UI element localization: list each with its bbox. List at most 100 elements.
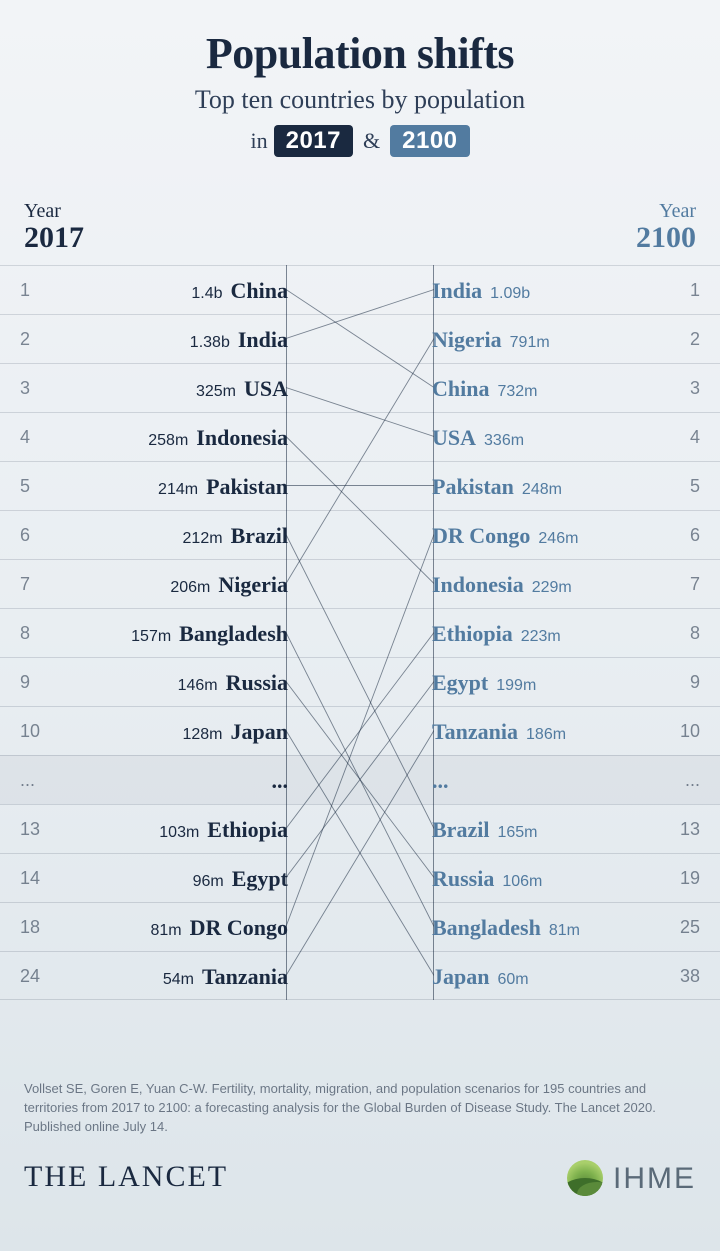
pop-2100: 60m	[497, 971, 528, 988]
rank-2017: 4	[20, 413, 30, 462]
pop-2100: 1.09b	[490, 285, 530, 302]
country-2017: Japan	[231, 719, 288, 744]
pop-2017: 325m	[196, 383, 236, 400]
table-row: 1881m DR CongoBangladesh 81m25	[0, 902, 720, 951]
pop-2100: 791m	[510, 334, 550, 351]
pop-2017: 81m	[150, 922, 181, 939]
pop-2100: 199m	[496, 677, 536, 694]
pop-2100: 248m	[522, 481, 562, 498]
table-row: 5214m PakistanPakistan 248m5	[0, 461, 720, 510]
cell-2100: DR Congo 246m	[432, 511, 578, 560]
cell-2100: Tanzania 186m	[432, 707, 566, 756]
country-2017: USA	[244, 376, 288, 401]
country-2100: Japan	[432, 964, 489, 989]
table-row: 10 128m Japan Tanzania 186m 10	[0, 706, 720, 755]
table-row: 13103m EthiopiaBrazil 165m13	[0, 804, 720, 853]
country-2100: Pakistan	[432, 474, 514, 499]
rank-2017: 18	[20, 903, 40, 952]
country-2017: Ethiopia	[207, 817, 288, 842]
gap-ellipsis: ...	[20, 756, 35, 805]
right-year-header: Year 2100	[636, 200, 696, 255]
rank-2017: 5	[20, 462, 30, 511]
pop-2100: 732m	[497, 383, 537, 400]
pop-2100: 186m	[526, 726, 566, 743]
country-2100: Russia	[432, 866, 494, 891]
country-2100: Tanzania	[432, 719, 518, 744]
cell-2100: Russia 106m	[432, 854, 542, 903]
header: Population shifts Top ten countries by p…	[0, 0, 720, 157]
slope-chart: 11.4b ChinaIndia 1.09b121.38b IndiaNiger…	[0, 265, 720, 1000]
country-2017: Indonesia	[196, 425, 288, 450]
rank-2017: 7	[20, 560, 30, 609]
cell-2017: 212m Brazil	[183, 511, 288, 560]
pop-2100: 81m	[549, 922, 580, 939]
page-title: Population shifts	[0, 28, 720, 79]
cell-2100: Pakistan 248m	[432, 462, 562, 511]
cell-2017: 206m Nigeria	[170, 560, 288, 609]
pop-2017: 214m	[158, 481, 198, 498]
cell-2017: 214m Pakistan	[158, 462, 288, 511]
pop-2017: 103m	[159, 824, 199, 841]
cell-2100: USA 336m	[432, 413, 524, 462]
cell-2100: India 1.09b	[432, 266, 530, 315]
left-year-value: 2017	[24, 221, 84, 255]
country-2017: Pakistan	[206, 474, 288, 499]
country-2017: Brazil	[231, 523, 288, 548]
cell-2017: 128m Japan	[182, 707, 288, 756]
rank-2017: 1	[20, 266, 30, 315]
rank-2100: 1	[690, 266, 700, 315]
pop-2017: 1.4b	[191, 285, 222, 302]
pop-2017: 54m	[163, 971, 194, 988]
cell-2017: 1.38b India	[190, 315, 288, 364]
source-citation: Vollset SE, Goren E, Yuan C-W. Fertility…	[24, 1080, 696, 1137]
pop-2100: 246m	[538, 530, 578, 547]
rank-2017: 3	[20, 364, 30, 413]
country-2100: USA	[432, 425, 476, 450]
rank-2100: 25	[680, 903, 700, 952]
country-2017: Tanzania	[202, 964, 288, 989]
country-2017: Egypt	[232, 866, 288, 891]
pop-2017: 146m	[178, 677, 218, 694]
pop-2100: 223m	[521, 628, 561, 645]
rank-2017: 24	[20, 952, 40, 1001]
country-2017: DR Congo	[190, 915, 288, 940]
cell-2017: 103m Ethiopia	[159, 805, 288, 854]
pop-2017: 258m	[148, 432, 188, 449]
ihme-icon	[567, 1160, 603, 1196]
pop-2100: 106m	[502, 873, 542, 890]
logos: THE LANCET IHME	[24, 1160, 696, 1210]
left-year-header: Year 2017	[24, 200, 84, 255]
cell-2100: Japan 60m	[432, 952, 529, 1001]
country-2100: China	[432, 376, 489, 401]
country-2100: India	[432, 278, 482, 303]
cell-2100: Brazil 165m	[432, 805, 537, 854]
pop-2017: 212m	[183, 530, 223, 547]
rank-2100: 6	[690, 511, 700, 560]
cell-2100: Ethiopia 223m	[432, 609, 561, 658]
cell-2017: 96m Egypt	[193, 854, 288, 903]
cell-2100: China 732m	[432, 364, 538, 413]
country-2100: Brazil	[432, 817, 489, 842]
ihme-logo: IHME	[567, 1160, 696, 1196]
cell-2017: 157m Bangladesh	[131, 609, 288, 658]
table-row: 4258m IndonesiaUSA 336m4	[0, 412, 720, 461]
country-2100: Egypt	[432, 670, 488, 695]
country-2100: Nigeria	[432, 327, 502, 352]
rank-2100: 7	[690, 560, 700, 609]
table-row: 1 1.4b China India 1.09b 1	[0, 265, 720, 314]
cell-2100: Nigeria 791m	[432, 315, 550, 364]
ihme-text: IHME	[613, 1162, 696, 1195]
country-2017: Bangladesh	[179, 621, 288, 646]
badge-2100: 2100	[390, 125, 469, 157]
left-year-label: Year	[24, 200, 84, 223]
rank-2017: 14	[20, 854, 40, 903]
table-row: 1496m EgyptRussia 106m19	[0, 853, 720, 902]
rank-2017: 10	[20, 707, 40, 756]
pop-2100: 229m	[532, 579, 572, 596]
right-year-value: 2100	[636, 221, 696, 255]
cell-2017: 325m USA	[196, 364, 288, 413]
country-2017: China	[231, 278, 288, 303]
rank-2017: 9	[20, 658, 30, 707]
pop-2017: 1.38b	[190, 334, 230, 351]
rank-2100: 10	[680, 707, 700, 756]
